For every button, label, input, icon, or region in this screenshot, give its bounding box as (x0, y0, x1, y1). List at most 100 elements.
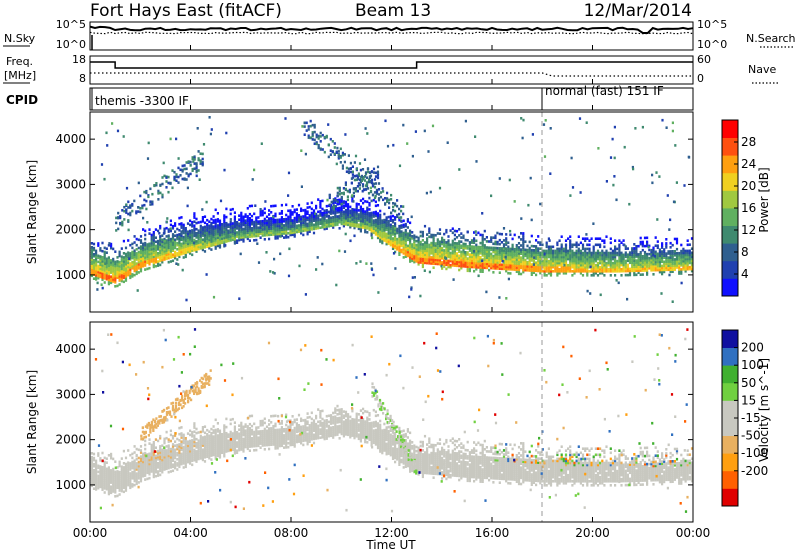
power-echo-cell (517, 266, 521, 270)
power-echo-cell (643, 236, 647, 240)
velocity-echo-cell (133, 479, 136, 483)
power-arc-cell (167, 175, 170, 179)
power-echo-cell (381, 223, 384, 226)
power-echo-cell (406, 246, 409, 250)
power-echo-cell (359, 219, 362, 223)
power-echo-cell (675, 251, 679, 255)
power-echo-cell (381, 219, 384, 222)
power-echo-cell (618, 245, 621, 249)
power-arc-cell (311, 133, 314, 136)
power-echo-cell (193, 244, 196, 248)
power-echo-cell (564, 245, 568, 249)
velocity-echo-cell (127, 471, 130, 475)
power-echo-cell (327, 224, 330, 228)
power-echo-cell (323, 213, 326, 216)
power-echo-cell (191, 220, 194, 224)
velocity-echo-cell (110, 491, 113, 495)
power-echo-cell (101, 272, 104, 275)
power-echo-cell (434, 234, 437, 237)
power-echo-cell (225, 238, 228, 241)
power-echo-cell (376, 222, 380, 225)
velocity-echo-cell (171, 457, 175, 460)
power-echo-cell (394, 234, 397, 238)
velocity-echo-cell (144, 466, 147, 469)
power-echo-cell (524, 250, 527, 254)
power-echo-cell (255, 220, 258, 224)
power-echo-cell (562, 249, 565, 253)
power-echo-cell (180, 248, 183, 252)
velocity-echo-cell (135, 468, 138, 471)
power-echo-cell (475, 251, 478, 255)
velocity-echo-cell (163, 462, 166, 465)
power-echo-cell (560, 255, 563, 259)
power-echo-cell (633, 255, 636, 258)
power-echo-cell (110, 275, 113, 278)
power-echo-cell (415, 250, 418, 253)
power-echo-cell (201, 232, 204, 235)
power-echo-cell (586, 263, 589, 267)
power-echo-cell (99, 249, 102, 252)
power-echo-cell (101, 249, 104, 253)
power-arc-cell (129, 211, 132, 215)
power-scatter-cell (498, 296, 501, 299)
power-arc-cell (382, 190, 385, 193)
velocity-echo-cell (99, 469, 102, 472)
power-echo-cell (569, 270, 572, 273)
power-echo-cell (400, 232, 403, 235)
power-echo-cell (101, 262, 104, 265)
power-echo-cell (479, 256, 482, 259)
power-echo-cell (142, 250, 145, 254)
velocity-echo-cell (110, 477, 113, 480)
power-echo-cell (312, 231, 316, 235)
velocity-echo-cell (159, 473, 162, 477)
power-echo-cell (387, 232, 390, 235)
power-echo-cell (283, 220, 286, 223)
power-echo-cell (385, 240, 388, 244)
power-echo-cell (601, 249, 604, 253)
power-arc-cell (317, 134, 320, 138)
power-echo-cell (690, 263, 693, 267)
power-echo-cell (451, 251, 454, 255)
power-echo-cell (558, 249, 561, 253)
velocity-echo-cell (146, 469, 149, 473)
power-echo-cell (409, 239, 412, 243)
power-arc-cell (167, 181, 170, 185)
velocity-echo-cell (165, 436, 168, 440)
power-echo-cell (144, 254, 147, 257)
power-echo-cell (577, 270, 580, 273)
power-echo-cell (90, 252, 93, 255)
velocity-echo-cell (137, 473, 140, 476)
power-echo-cell (624, 247, 627, 250)
power-echo-cell (445, 261, 448, 265)
power-scatter-cell (658, 175, 661, 178)
power-echo-cell (483, 229, 486, 233)
power-echo-cell (148, 262, 151, 266)
power-echo-cell (667, 264, 670, 267)
velocity-echo-cell (154, 466, 157, 470)
power-echo-cell (334, 207, 337, 210)
power-echo-cell (406, 254, 409, 258)
velocity-echo-cell (146, 467, 149, 470)
power-scatter-cell (372, 273, 375, 277)
power-echo-cell (221, 237, 224, 240)
power-echo-cell (372, 215, 375, 218)
power-echo-cell (515, 268, 518, 271)
power-echo-cell (658, 268, 661, 272)
power-echo-cell (631, 251, 634, 254)
power-echo-cell (669, 241, 672, 245)
power-echo-cell (571, 274, 574, 277)
power-echo-cell (690, 267, 693, 271)
power-arc-cell (386, 191, 389, 195)
power-echo-cell (594, 237, 597, 240)
power-echo-cell (203, 235, 207, 239)
power-echo-cell (631, 267, 634, 271)
power-arc-cell (143, 198, 146, 202)
power-echo-cell (575, 245, 578, 249)
power-arc-cell (371, 193, 375, 197)
power-echo-cell (180, 226, 183, 229)
power-echo-cell (443, 261, 446, 264)
power-echo-cell (526, 248, 529, 252)
power-echo-cell (357, 209, 360, 212)
power-echo-cell (261, 226, 264, 229)
power-echo-cell (248, 219, 251, 222)
